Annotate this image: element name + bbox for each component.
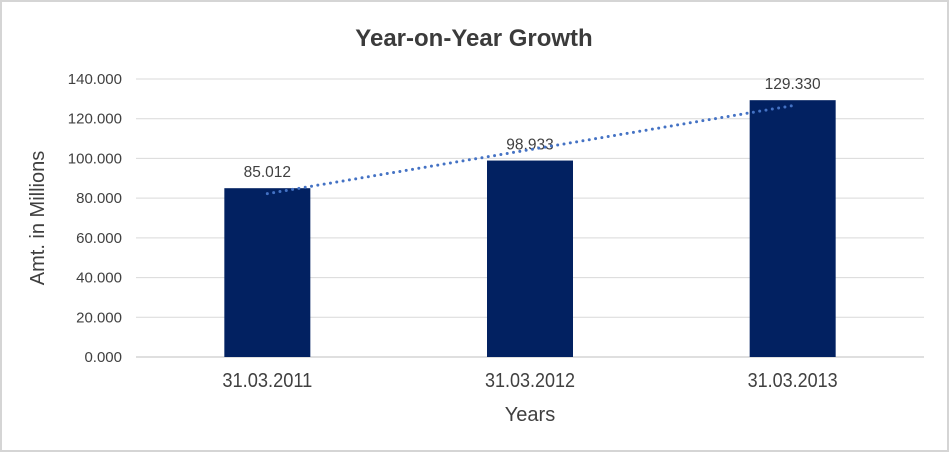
y-tick-label: 100.000 <box>68 150 122 167</box>
x-tick-label: 31.03.2013 <box>748 370 838 392</box>
data-label: 85.012 <box>244 164 291 181</box>
trendline <box>265 104 795 196</box>
x-axis-title: Years <box>505 404 555 426</box>
x-tick-label: 31.03.2012 <box>485 370 575 392</box>
y-tick-label: 80.000 <box>76 190 122 207</box>
bar[interactable] <box>749 100 836 358</box>
data-label: 129.330 <box>765 76 821 93</box>
bar[interactable] <box>224 188 311 357</box>
y-axis-title: Amt. in Millions <box>27 151 49 285</box>
y-tick-label: 120.000 <box>68 111 122 128</box>
y-tick-label: 40.000 <box>76 270 122 287</box>
y-tick-label: 60.000 <box>76 230 122 247</box>
chart-title: Year-on-Year Growth <box>355 25 592 52</box>
y-tick-label: 0.000 <box>84 349 122 366</box>
bar[interactable] <box>487 160 573 357</box>
y-tick-label: 140.000 <box>68 71 122 88</box>
data-label: 98.933 <box>506 137 553 154</box>
y-tick-label: 20.000 <box>76 309 122 326</box>
chart-dynamic-layer: 0.000 20.000 40.000 60.000 80.000 100.000 120.… <box>68 71 924 392</box>
x-tick-label: 31.03.2011 <box>222 370 312 392</box>
